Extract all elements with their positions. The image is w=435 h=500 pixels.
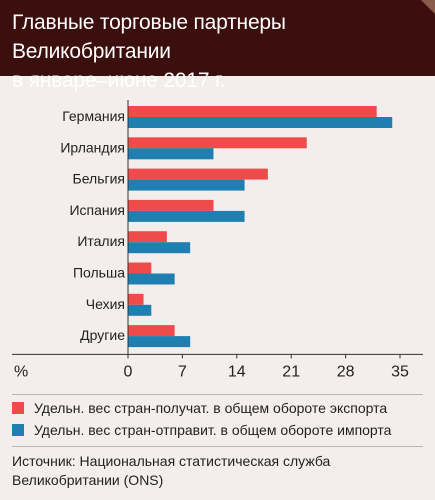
x-tick-label: 28 bbox=[337, 363, 355, 380]
category-label: Германия bbox=[62, 108, 125, 124]
legend-swatch-export bbox=[12, 402, 24, 414]
export-bar bbox=[128, 262, 152, 274]
category-label: Польша bbox=[73, 265, 125, 281]
import-bar bbox=[128, 304, 152, 316]
source-note: Источник: Национальная статистическая сл… bbox=[12, 452, 422, 490]
import-bar bbox=[128, 273, 175, 285]
corner-mark bbox=[421, 0, 435, 14]
import-bar bbox=[128, 148, 214, 160]
legend-item-import: Удельн. вес стран-отправит. в общем обор… bbox=[12, 419, 427, 441]
title-bar: Главные торговые партнеры Великобритании… bbox=[0, 0, 435, 92]
source-line2: Великобритании (ONS) bbox=[12, 472, 164, 488]
x-tick-label: 21 bbox=[282, 363, 300, 380]
export-bar bbox=[128, 231, 167, 243]
import-bar bbox=[128, 242, 191, 254]
bar-chart: Германия Ирландия Бельгия Испания Италия Поль… bbox=[12, 100, 423, 380]
source-divider bbox=[12, 446, 423, 447]
legend-label-export: Удельн. вес стран-получат. в общем оборо… bbox=[34, 400, 388, 416]
export-bar bbox=[128, 106, 377, 117]
import-bar bbox=[128, 336, 191, 348]
chart-title-line1: Главные торговые партнеры Великобритании bbox=[12, 11, 286, 63]
legend-divider bbox=[12, 394, 423, 395]
category-label: Бельгия bbox=[73, 171, 125, 187]
chart-title-line2: в январе–июне 2017 г. bbox=[12, 69, 226, 92]
category-label: Чехия bbox=[86, 296, 125, 312]
category-label: Другие bbox=[80, 327, 125, 343]
import-bar bbox=[128, 179, 245, 191]
source-line1: Источник: Национальная статистическая сл… bbox=[12, 453, 331, 469]
x-tick-label: 7 bbox=[178, 363, 187, 380]
export-bar bbox=[128, 325, 175, 337]
export-bar bbox=[128, 199, 214, 211]
x-tick-label: 0 bbox=[124, 363, 133, 380]
export-bar bbox=[128, 137, 307, 149]
import-bar bbox=[128, 117, 393, 128]
category-label: Испания bbox=[69, 202, 125, 218]
x-tick-label: 14 bbox=[228, 363, 246, 380]
category-label: Италия bbox=[77, 233, 125, 249]
export-bar bbox=[128, 168, 268, 180]
legend: Удельн. вес стран-получат. в общем оборо… bbox=[12, 397, 427, 441]
category-label: Ирландия bbox=[60, 139, 125, 155]
x-tick-label: 35 bbox=[391, 363, 409, 380]
export-bar bbox=[128, 293, 144, 305]
x-axis-unit-label: % bbox=[14, 363, 28, 380]
legend-swatch-import bbox=[12, 424, 24, 436]
import-bar bbox=[128, 210, 245, 222]
legend-label-import: Удельн. вес стран-отправит. в общем обор… bbox=[34, 422, 392, 438]
legend-item-export: Удельн. вес стран-получат. в общем оборо… bbox=[12, 397, 427, 419]
